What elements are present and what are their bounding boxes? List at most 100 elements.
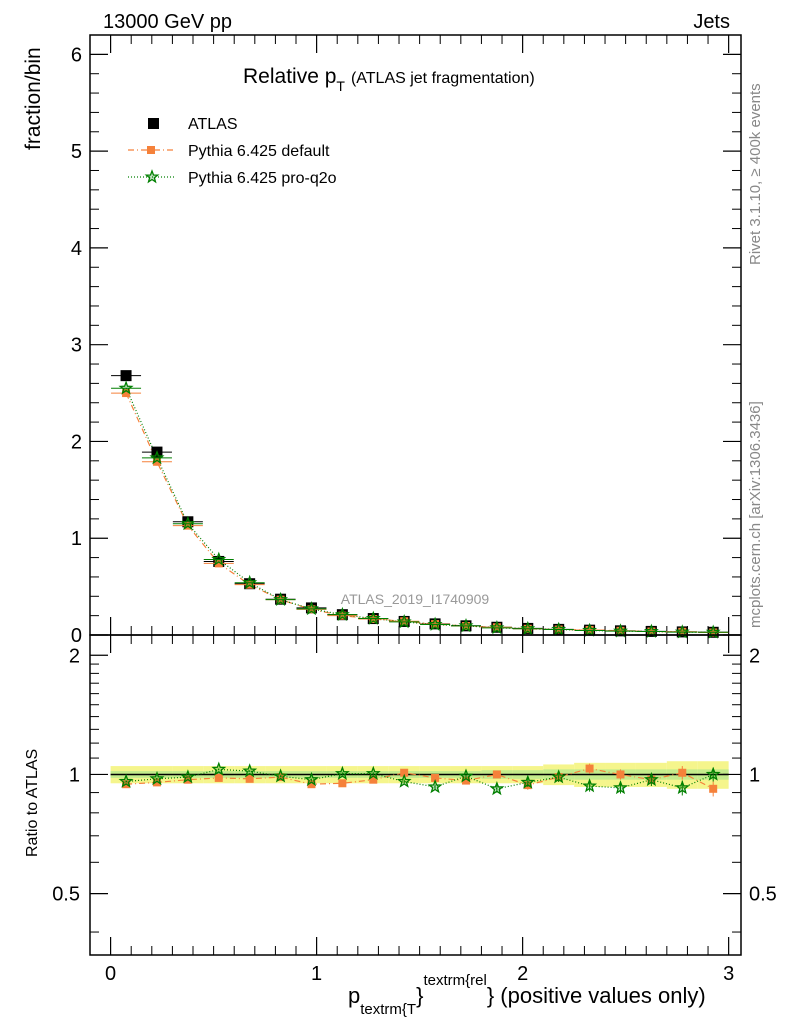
x-tick-label: 0 <box>105 963 116 985</box>
data-point <box>180 515 196 531</box>
ratio-point <box>245 774 254 783</box>
rivet-version-label: Rivet 3.1.10, ≥ 400k events <box>747 83 764 265</box>
mcplots-label: mcplots.cern.ch [arXiv:1306.3436] <box>747 401 764 628</box>
legend-item-default: Pythia 6.425 default <box>128 143 330 160</box>
data-point <box>304 601 319 616</box>
data-point <box>458 618 474 633</box>
y-tick-label: 2 <box>71 431 82 453</box>
ratio-point <box>461 776 470 785</box>
ratio-point <box>616 770 625 779</box>
ratio-point <box>400 768 409 777</box>
main-panel: Relative pT (ATLAS jet fragmentation) fra… <box>22 34 742 647</box>
main-ticks: 0 1 2 3 4 5 6 <box>71 34 741 647</box>
data-point <box>613 623 628 638</box>
data-point <box>489 619 505 635</box>
ratio-line-1 <box>126 768 714 790</box>
ratio-line-0 <box>126 767 714 790</box>
ratio-plot-frame <box>89 634 742 956</box>
ratio-point <box>678 768 687 777</box>
y-tick-label: 6 <box>71 44 82 66</box>
x-tick-label: 1 <box>311 963 322 985</box>
data-point <box>338 611 347 620</box>
header-left: 13000 GeV pp <box>103 11 232 33</box>
legend-proq2o-marker <box>144 169 160 184</box>
ratio-series <box>118 761 721 797</box>
ratio-point <box>458 768 474 783</box>
data-point <box>118 380 134 395</box>
ratio-point <box>582 778 598 793</box>
ratio-point <box>427 779 443 794</box>
ratio-y-tick-label-right: 0.5 <box>749 884 777 906</box>
ratio-point <box>334 765 350 781</box>
ratio-point <box>396 773 412 788</box>
x-tick-label: 2 <box>517 963 528 985</box>
ratio-point <box>304 771 319 787</box>
ratio-point <box>709 784 718 793</box>
data-point <box>273 591 289 606</box>
ratio-point <box>613 780 628 795</box>
ratio-y-tick-label-right: 2 <box>749 645 760 667</box>
ratio-point <box>369 775 378 784</box>
data-point <box>214 559 223 568</box>
data-point <box>551 621 567 636</box>
ratio-point <box>118 773 134 788</box>
y-axis-label: fraction/bin <box>22 47 45 150</box>
data-point <box>643 623 659 638</box>
data-point <box>582 622 598 637</box>
ratio-point <box>365 765 381 781</box>
ratio-point <box>180 769 196 784</box>
legend-atlas-label: ATLAS <box>188 116 238 133</box>
watermark: ATLAS_2019_I1740909 <box>341 591 490 607</box>
ratio-point <box>431 773 440 782</box>
ratio-point <box>273 768 289 783</box>
ratio-point <box>585 764 594 773</box>
legend-default-marker <box>147 146 155 154</box>
data-point <box>396 614 412 629</box>
ratio-panel: Ratio to ATLAS 0.5 0.5 1 1 2 2 0 1 2 3 ptextrm{T}… <box>24 634 777 1018</box>
ratio-y-axis-label: Ratio to ATLAS <box>24 749 41 857</box>
data-point <box>427 616 443 631</box>
ratio-ticks: 0.5 0.5 1 1 2 2 0 1 2 3 <box>52 635 777 985</box>
ratio-point <box>674 780 690 795</box>
series-line-2 <box>125 387 714 633</box>
y-tick-label: 3 <box>71 335 82 357</box>
y-tick-label: 4 <box>71 238 82 260</box>
ratio-point <box>149 770 165 786</box>
data-point <box>122 389 131 398</box>
ratio-y-tick-label-right: 1 <box>749 764 760 786</box>
header-right: Jets <box>693 11 730 33</box>
ratio-point <box>492 770 501 779</box>
main-title: Relative pT (ATLAS jet fragmentation) <box>243 65 535 94</box>
legend-atlas-marker <box>148 118 159 129</box>
y-tick-label: 1 <box>71 528 82 550</box>
x-axis-label: ptextrm{T}textrm{rel} (positive values o… <box>348 972 706 1018</box>
legend-item-proq2o: Pythia 6.425 pro-q2o <box>128 169 337 187</box>
data-point <box>211 551 227 566</box>
data-point <box>365 610 381 625</box>
ratio-point <box>242 763 258 778</box>
data-point <box>152 457 161 466</box>
ratio-point <box>489 780 505 796</box>
data-point <box>520 620 536 636</box>
data-point <box>242 574 258 590</box>
data-point <box>149 449 165 465</box>
data-point <box>492 623 501 632</box>
ratio-point <box>643 771 659 787</box>
ratio-y-tick-label: 0.5 <box>52 884 80 906</box>
main-series <box>111 370 729 639</box>
y-tick-label: 5 <box>71 141 82 163</box>
data-point <box>400 617 409 626</box>
ratio-point <box>214 773 223 782</box>
ratio-y-tick-label: 1 <box>69 764 80 786</box>
ratio-point <box>152 778 161 787</box>
legend-proq2o-label: Pythia 6.425 pro-q2o <box>188 170 337 187</box>
ratio-point <box>705 766 721 781</box>
data-point <box>334 606 350 621</box>
legend: ATLAS Pythia 6.425 default Pythia 6.425 … <box>128 116 337 187</box>
ratio-y-tick-label: 2 <box>69 645 80 667</box>
legend-item-atlas: ATLAS <box>148 116 238 133</box>
ratio-point <box>211 761 227 776</box>
x-tick-label: 3 <box>723 963 734 985</box>
ratio-point <box>307 780 316 789</box>
